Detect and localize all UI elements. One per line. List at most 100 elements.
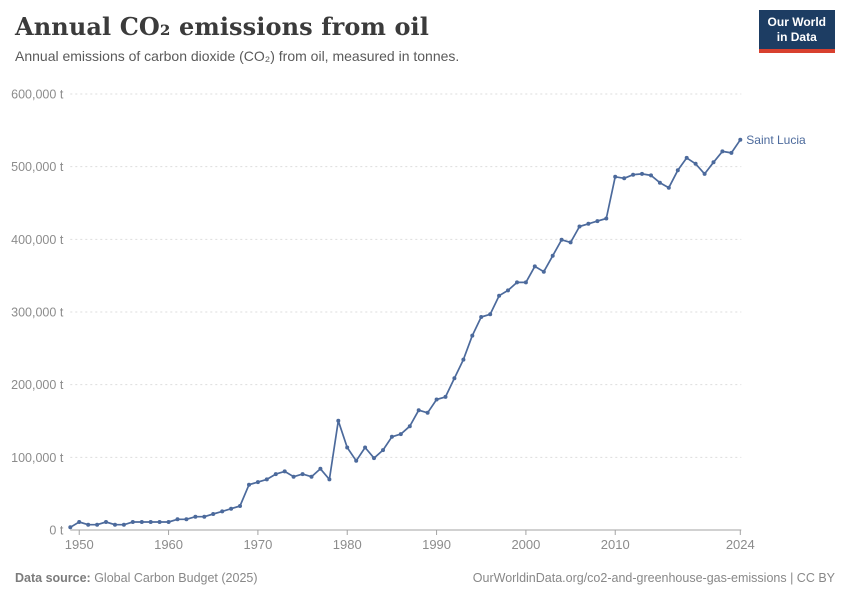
data-point[interactable]	[398, 432, 403, 437]
data-point[interactable]	[416, 408, 421, 413]
data-point[interactable]	[247, 482, 251, 487]
data-point[interactable]	[515, 280, 519, 285]
data-point[interactable]	[729, 150, 734, 155]
data-point[interactable]	[77, 520, 82, 524]
data-point[interactable]	[273, 472, 278, 477]
data-point[interactable]	[130, 520, 135, 524]
x-tick-label: 2024	[726, 537, 755, 552]
series-end-label: Saint Lucia	[746, 133, 806, 147]
line-chart-canvas[interactable]: 0 t 100,000 t 200,000 t 300,000 t 400,000 t 5…	[0, 85, 850, 560]
data-point[interactable]	[113, 522, 117, 527]
data-point[interactable]	[702, 171, 707, 176]
data-point[interactable]	[202, 514, 207, 519]
data-point[interactable]	[318, 466, 323, 471]
data-point[interactable]	[577, 224, 582, 229]
data-point[interactable]	[282, 469, 287, 474]
data-point[interactable]	[95, 522, 100, 527]
data-point[interactable]	[291, 474, 296, 479]
footer-link[interactable]: OurWorldinData.org/co2-and-greenhouse-ga…	[472, 571, 835, 585]
data-point[interactable]	[345, 445, 350, 450]
data-point[interactable]	[372, 456, 376, 461]
data-point[interactable]	[541, 269, 546, 274]
y-tick-label: 200,000 t	[11, 378, 64, 392]
data-point[interactable]	[488, 312, 493, 317]
data-point[interactable]	[443, 394, 448, 399]
data-point[interactable]	[327, 477, 332, 482]
data-point[interactable]	[693, 161, 698, 166]
data-point[interactable]	[675, 168, 680, 173]
data-point[interactable]	[631, 172, 636, 177]
y-tick-label: 500,000 t	[11, 160, 64, 174]
data-source-text: Global Carbon Budget (2025)	[90, 571, 258, 585]
data-point[interactable]	[184, 517, 189, 522]
data-point[interactable]	[309, 474, 314, 479]
data-point[interactable]	[452, 376, 457, 381]
data-point[interactable]	[354, 458, 359, 463]
series-line[interactable]	[69, 138, 742, 529]
owid-logo[interactable]: Our World in Data	[758, 10, 835, 53]
data-point[interactable]	[229, 506, 234, 511]
data-point[interactable]	[523, 280, 528, 285]
data-point[interactable]	[595, 219, 600, 224]
data-source-label: Data source:	[15, 571, 91, 585]
data-point[interactable]	[389, 434, 394, 439]
data-point[interactable]	[550, 253, 555, 258]
data-point[interactable]	[300, 472, 305, 477]
data-point[interactable]	[649, 173, 653, 178]
data-point[interactable]	[434, 397, 439, 402]
data-point[interactable]	[264, 477, 269, 482]
data-point[interactable]	[193, 514, 198, 519]
data-point[interactable]	[470, 333, 475, 338]
data-point[interactable]	[497, 293, 502, 298]
data-point[interactable]	[657, 180, 662, 185]
data-point[interactable]	[506, 288, 510, 293]
data-point[interactable]	[425, 410, 430, 415]
x-tick-label: 2000	[511, 537, 540, 552]
data-point[interactable]	[738, 137, 743, 142]
data-point[interactable]	[220, 509, 225, 514]
y-tick-label: 0 t	[49, 524, 63, 538]
data-point[interactable]	[684, 155, 689, 160]
data-point[interactable]	[559, 237, 564, 242]
y-tick-label: 300,000 t	[11, 306, 64, 320]
data-point[interactable]	[711, 160, 716, 165]
x-tick-label: 2010	[601, 537, 630, 552]
chart-header: Annual CO₂ emissions from oil Annual emi…	[15, 12, 459, 64]
data-point[interactable]	[175, 517, 180, 522]
data-point[interactable]	[238, 504, 242, 508]
data-point[interactable]	[211, 512, 216, 516]
data-point[interactable]	[640, 171, 644, 176]
data-point[interactable]	[568, 240, 573, 245]
x-tick-label: 1970	[243, 537, 272, 552]
data-point[interactable]	[86, 522, 91, 527]
data-point[interactable]	[604, 216, 609, 221]
page-title: Annual CO₂ emissions from oil	[15, 12, 429, 41]
data-source: Data source: Global Carbon Budget (2025)	[15, 571, 258, 585]
data-point[interactable]	[157, 520, 162, 524]
y-tick-label: 400,000 t	[11, 233, 64, 247]
x-tick-label: 1990	[422, 537, 451, 552]
data-point[interactable]	[121, 522, 126, 527]
data-point[interactable]	[166, 520, 171, 524]
data-point[interactable]	[148, 520, 153, 524]
data-point[interactable]	[255, 480, 260, 485]
data-point[interactable]	[720, 149, 725, 154]
owid-logo-line1: Our World	[767, 15, 826, 29]
data-point[interactable]	[407, 424, 412, 429]
data-point[interactable]	[622, 176, 627, 181]
data-point[interactable]	[532, 264, 537, 269]
y-tick-label: 100,000 t	[11, 451, 64, 465]
y-tick-label: 600,000 t	[11, 88, 64, 102]
data-point[interactable]	[666, 185, 671, 190]
data-point[interactable]	[363, 445, 368, 450]
data-point[interactable]	[68, 525, 73, 530]
x-tick-label: 1950	[65, 537, 94, 552]
data-point[interactable]	[613, 174, 618, 179]
data-point[interactable]	[461, 357, 466, 362]
data-point[interactable]	[104, 520, 108, 524]
data-point[interactable]	[479, 315, 484, 319]
data-point[interactable]	[381, 448, 385, 453]
data-point[interactable]	[586, 221, 591, 226]
data-point[interactable]	[336, 418, 341, 423]
data-point[interactable]	[139, 520, 144, 524]
